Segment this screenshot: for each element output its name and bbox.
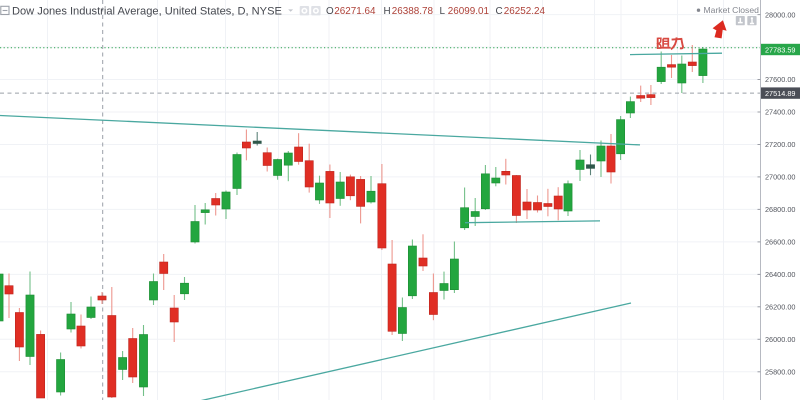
svg-text:26600.00: 26600.00 — [765, 238, 795, 247]
svg-text:C: C — [496, 6, 503, 17]
svg-text:Market Closed: Market Closed — [704, 5, 760, 15]
svg-text:27514.89: 27514.89 — [765, 89, 795, 98]
svg-text:27000.00: 27000.00 — [765, 173, 795, 182]
svg-text:26800.00: 26800.00 — [765, 205, 795, 214]
svg-text:L: L — [440, 6, 446, 17]
svg-text:28000.00: 28000.00 — [765, 10, 795, 19]
svg-text:O: O — [326, 6, 334, 17]
svg-text:27783.59: 27783.59 — [765, 45, 795, 54]
svg-text:26200.00: 26200.00 — [765, 303, 795, 312]
svg-text:26400.00: 26400.00 — [765, 270, 795, 279]
svg-text:Dow Jones Industrial Average,: Dow Jones Industrial Average, United Sta… — [12, 5, 282, 17]
svg-text:H: H — [384, 6, 391, 17]
svg-text:27200.00: 27200.00 — [765, 140, 795, 149]
svg-text:26099.01: 26099.01 — [448, 6, 490, 17]
svg-text:26252.24: 26252.24 — [504, 6, 546, 17]
svg-text:27400.00: 27400.00 — [765, 108, 795, 117]
svg-text:26388.78: 26388.78 — [392, 6, 434, 17]
svg-text:25800.00: 25800.00 — [765, 368, 795, 377]
svg-text:26271.64: 26271.64 — [334, 6, 376, 17]
svg-text:26000.00: 26000.00 — [765, 335, 795, 344]
svg-text:27600.00: 27600.00 — [765, 75, 795, 84]
